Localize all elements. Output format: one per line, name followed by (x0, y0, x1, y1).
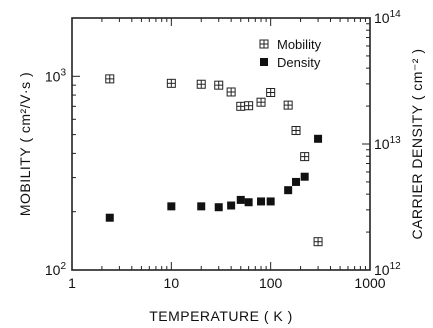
mobility-point (236, 101, 246, 111)
x-tick-label: 100 (259, 275, 283, 291)
x-tick-label: 1000 (354, 275, 385, 291)
density-point (284, 186, 293, 195)
legend-marker-density (260, 58, 268, 66)
mobility-point (166, 78, 176, 88)
left-tick-label: 103 (45, 67, 67, 84)
legend-marker-mobility (259, 39, 269, 49)
density-point (167, 202, 176, 211)
x-tick-label: 1 (68, 275, 76, 291)
density-point (214, 203, 223, 212)
density-point (105, 213, 114, 222)
mobility-point (105, 74, 115, 84)
density-point (236, 195, 245, 204)
density-point (257, 197, 266, 206)
legend-density: Density (260, 55, 321, 70)
mobility-point (214, 80, 224, 90)
left-axis-title: MOBILITY ( cm²/V·s ) (17, 72, 33, 216)
density-point (197, 202, 206, 211)
legend-mobility: Mobility (259, 37, 322, 52)
left-tick-label: 102 (45, 261, 67, 278)
mobility-point (226, 87, 236, 97)
density-point (314, 134, 323, 143)
legend-label-mobility: Mobility (277, 37, 322, 52)
x-axis-tick-labels: 1 10 100 1000 (68, 275, 386, 291)
density-point (244, 198, 253, 207)
right-tick-label: 1013 (374, 135, 401, 152)
right-axis-title: CARRIER DENSITY ( cm⁻² ) (409, 48, 425, 239)
left-axis-ticks (72, 17, 80, 271)
mobility-point (256, 97, 266, 107)
mobility-point (300, 152, 310, 162)
mobility-point (244, 101, 254, 111)
mobility-point (266, 87, 276, 97)
legend: Mobility Density (259, 37, 322, 70)
x-tick-label: 10 (164, 275, 180, 291)
mobility-point (291, 126, 301, 136)
density-point (227, 201, 236, 210)
right-tick-label: 1012 (374, 261, 401, 278)
mobility-point (196, 79, 206, 89)
x-axis-ticks (71, 18, 371, 270)
right-axis-ticks (362, 17, 370, 271)
density-point (266, 197, 275, 206)
data-marks (105, 74, 323, 247)
mobility-point (283, 100, 293, 110)
plot-frame (71, 17, 371, 271)
density-point (292, 177, 301, 186)
left-axis-tick-labels: 102 103 (45, 67, 67, 278)
mobility-point (313, 237, 323, 247)
right-axis-tick-labels: 1012 1013 1014 (374, 9, 401, 278)
right-tick-label: 1014 (374, 9, 401, 26)
density-point (300, 172, 309, 181)
x-axis-title: TEMPERATURE ( K ) (149, 308, 293, 324)
legend-label-density: Density (277, 55, 321, 70)
